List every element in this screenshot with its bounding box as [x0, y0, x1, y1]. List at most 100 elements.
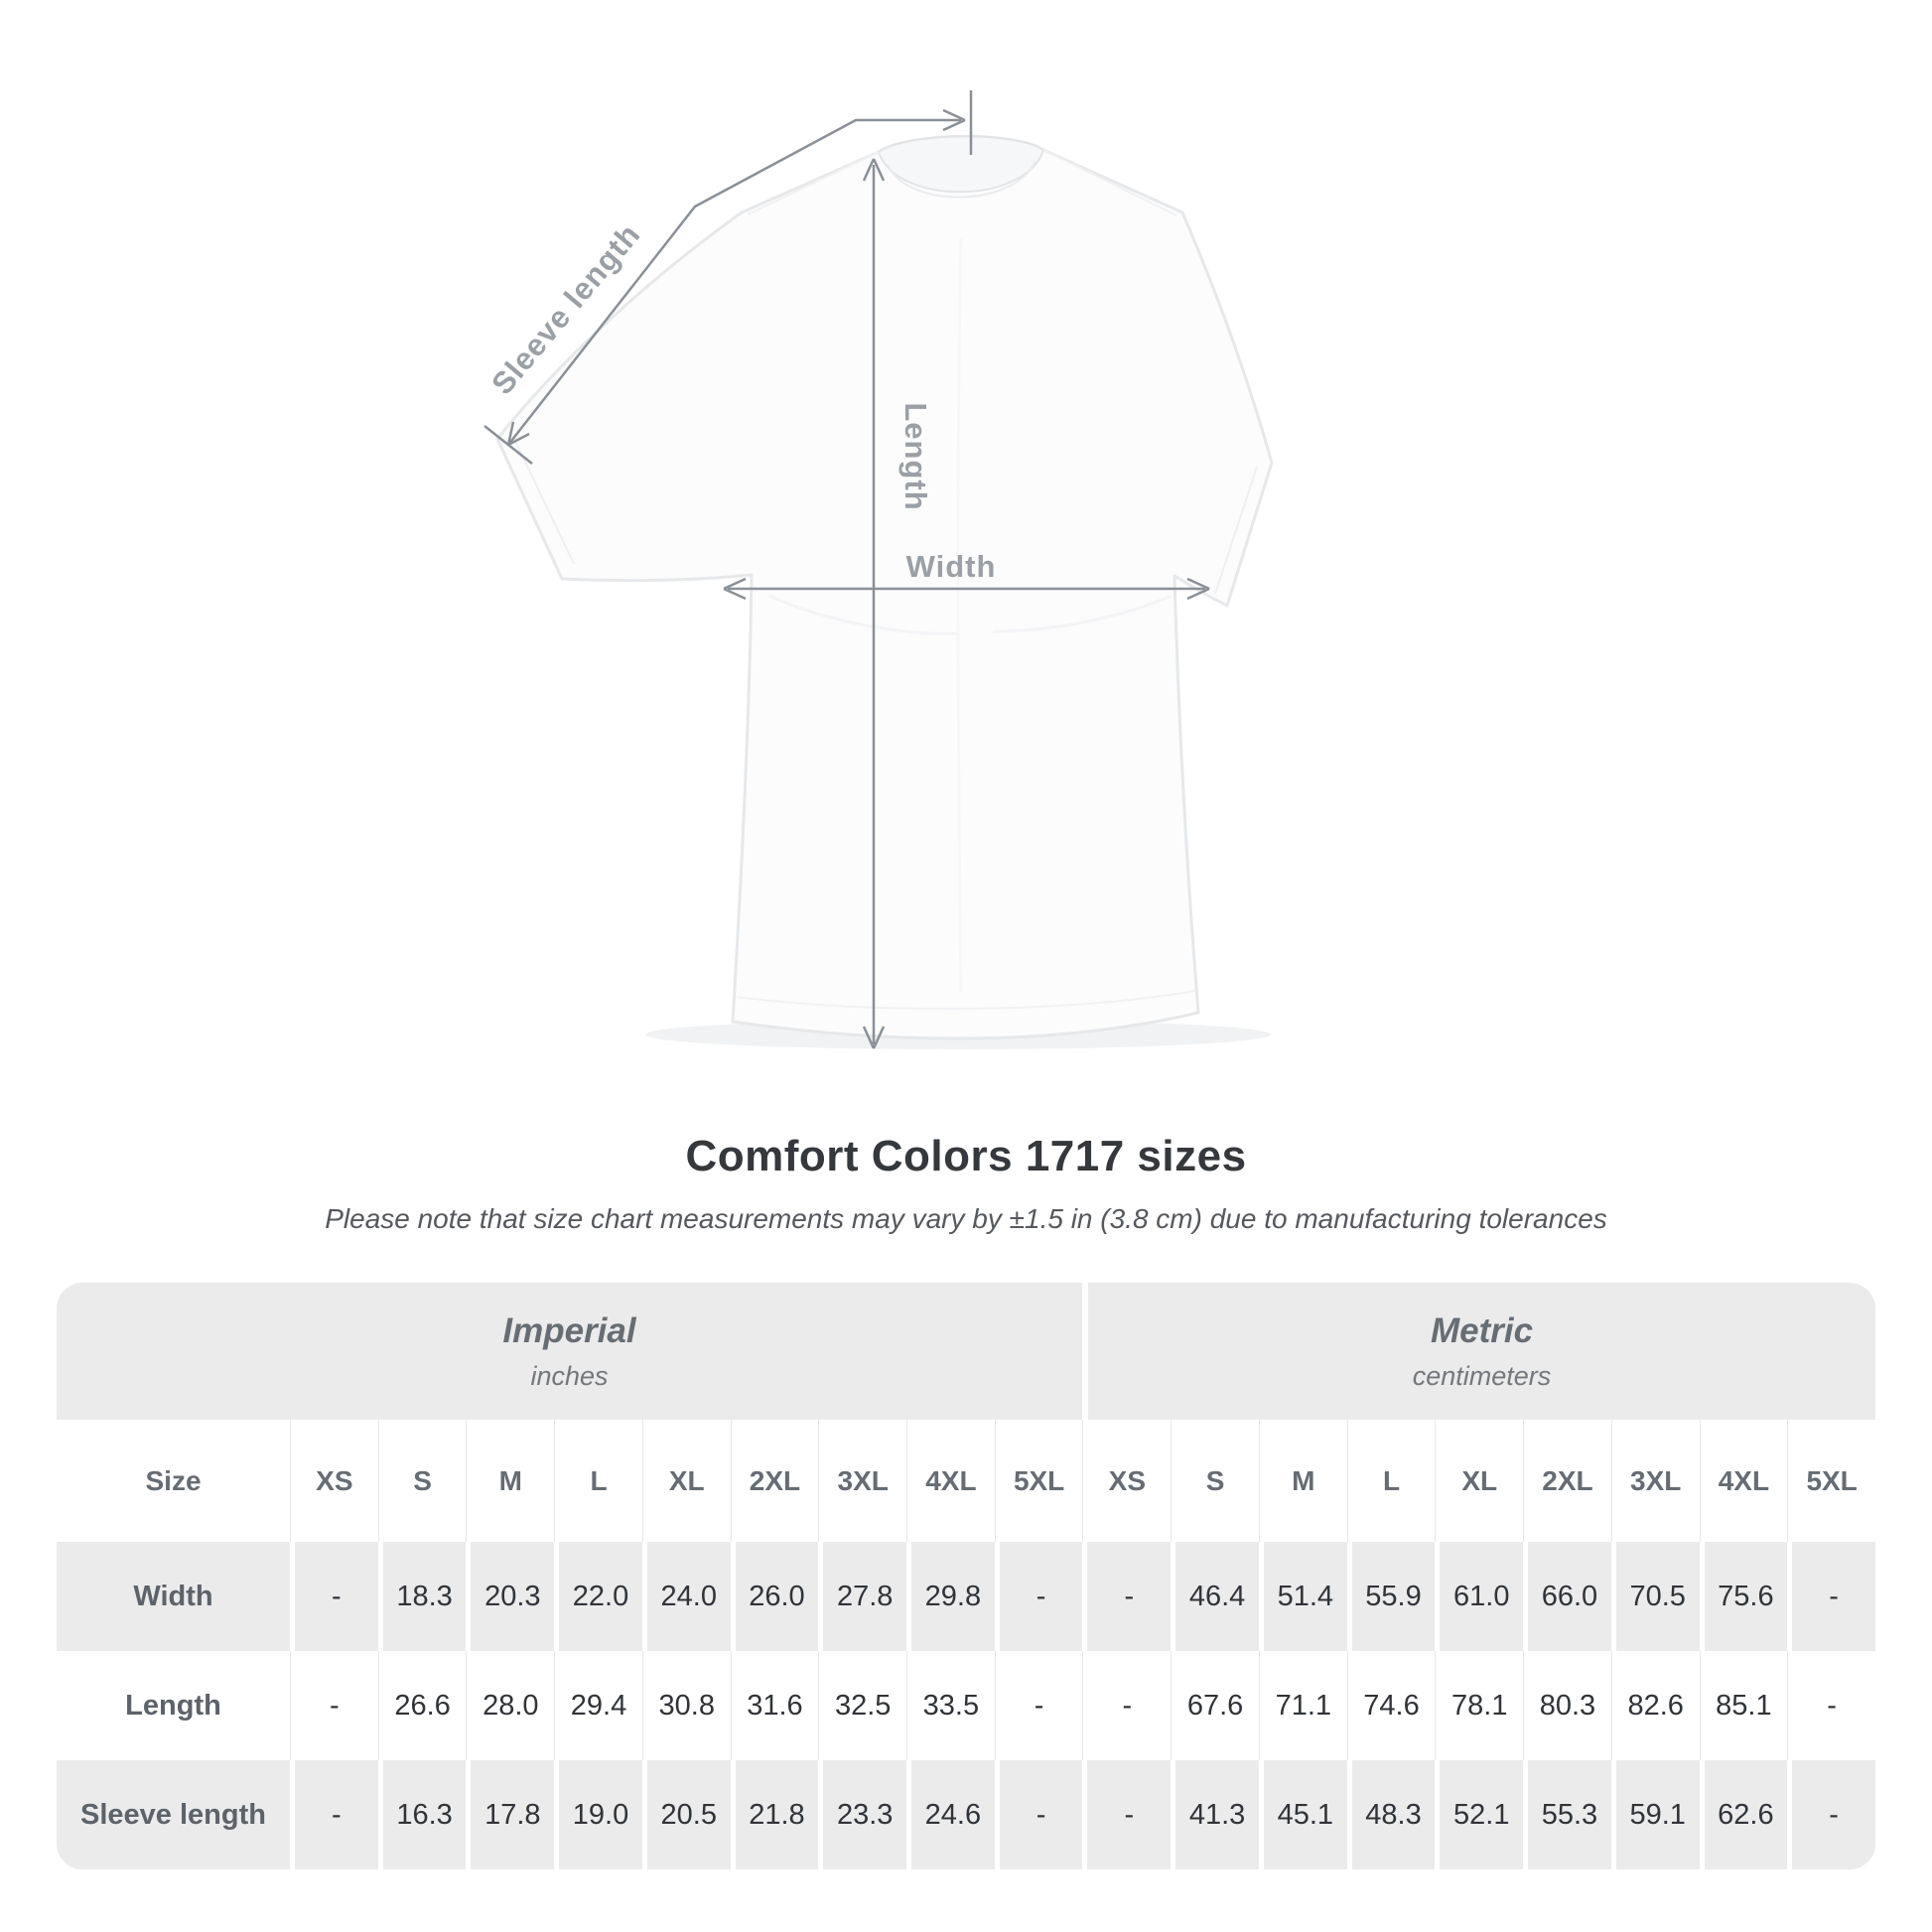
measurement-cell-metric: 59.1	[1610, 1760, 1700, 1869]
measurement-cell-metric: 48.3	[1346, 1760, 1436, 1869]
metric-header: Metric centimeters	[1088, 1283, 1875, 1420]
measurement-cell-imperial: 19.0	[554, 1760, 642, 1869]
size-header-imperial: 5XL	[994, 1420, 1083, 1542]
measurement-cell-metric: 70.5	[1610, 1542, 1700, 1651]
width-arrowhead-left	[723, 577, 747, 601]
measurement-cell-metric: -	[1082, 1651, 1171, 1760]
measurement-cell-imperial: -	[994, 1651, 1083, 1760]
measurement-cell-metric: 46.4	[1171, 1542, 1259, 1651]
size-header-imperial: S	[377, 1420, 467, 1542]
measurement-cell-metric: 67.6	[1171, 1651, 1259, 1760]
size-header-row: Size XS S M L XL 2XL 3XL 4XL 5XL XS S M L XL 2XL 3XL 4XL…	[57, 1420, 1875, 1542]
tolerance-note: Please note that size chart measurements…	[325, 1203, 1607, 1234]
length-arrowhead-top	[862, 158, 886, 182]
measurement-cell-metric: 66.0	[1523, 1542, 1611, 1651]
size-header-imperial: L	[554, 1420, 642, 1542]
sleeve-length-arrowhead-left	[506, 421, 530, 447]
measurement-cell-metric: -	[1787, 1760, 1875, 1869]
width-label: Width	[906, 549, 997, 584]
measurement-cell-imperial: 32.5	[818, 1651, 906, 1760]
measurement-cell-imperial: 26.6	[377, 1651, 467, 1760]
measurement-cell-metric: 82.6	[1610, 1651, 1700, 1760]
metric-unit: centimeters	[1412, 1360, 1552, 1391]
row-label-width: Width	[57, 1542, 290, 1651]
size-header-metric: M	[1258, 1420, 1347, 1542]
measurement-cell-metric: 41.3	[1171, 1760, 1259, 1869]
measurement-cell-imperial: -	[290, 1651, 378, 1760]
tshirt-measurement-diagram: Sleeve length Length Width	[483, 90, 1274, 1049]
measurement-cell-metric: 62.6	[1699, 1760, 1788, 1869]
measurement-cell-metric: 74.6	[1346, 1651, 1436, 1760]
measurement-cell-metric: 55.3	[1523, 1760, 1611, 1869]
tshirt-photo	[495, 134, 1274, 1040]
size-header-imperial: M	[466, 1420, 554, 1542]
measurement-cell-imperial: 29.4	[554, 1651, 642, 1760]
measurement-cell-imperial: 17.8	[466, 1760, 555, 1869]
measurement-cell-metric: 61.0	[1435, 1542, 1524, 1651]
size-header-metric: XL	[1435, 1420, 1523, 1542]
measurement-lines	[483, 90, 1210, 1049]
measurement-cell-metric: 80.3	[1523, 1651, 1611, 1760]
measurement-cell-imperial: 33.5	[906, 1651, 995, 1760]
measurement-cell-metric: 75.6	[1699, 1542, 1788, 1651]
size-header-metric: 5XL	[1787, 1420, 1875, 1542]
measurement-cell-imperial: 30.8	[641, 1651, 731, 1760]
length-label: Length	[898, 402, 933, 510]
size-table: Imperial inches Metric centimeters Size …	[57, 1283, 1875, 1869]
measurement-cell-imperial: 24.6	[906, 1760, 995, 1869]
measurement-cell-imperial: 31.6	[730, 1651, 819, 1760]
size-header-metric: 2XL	[1523, 1420, 1611, 1542]
row-label-length: Length	[125, 1689, 221, 1722]
imperial-title: Imperial	[502, 1311, 636, 1350]
metric-title: Metric	[1430, 1311, 1534, 1350]
measurement-cell-imperial: 21.8	[730, 1760, 819, 1869]
measurement-cell-metric: 51.4	[1258, 1542, 1347, 1651]
measurement-cell-metric: 55.9	[1346, 1542, 1436, 1651]
unit-header-band: Imperial inches Metric centimeters	[57, 1283, 1875, 1420]
measurement-cell-metric: 85.1	[1699, 1651, 1788, 1760]
measurement-cell-metric: -	[1787, 1651, 1875, 1760]
measurement-cell-imperial: 28.0	[466, 1651, 554, 1760]
table-row-width: Width -18.3 20.3 22.0 24.0 26.0 27.8 29.8- -46.…	[57, 1542, 1875, 1651]
measurement-cell-metric: -	[1787, 1542, 1875, 1651]
size-header-metric: 4XL	[1699, 1420, 1788, 1542]
sleeve-length-arrowhead-right	[942, 108, 966, 132]
imperial-unit: inches	[530, 1360, 609, 1391]
length-arrowhead-bottom	[862, 1026, 886, 1049]
measurement-cell-imperial: 16.3	[377, 1760, 467, 1869]
sleeve-length-tick-cuff	[483, 425, 533, 465]
measurement-cell-imperial: -	[290, 1542, 378, 1651]
measurement-cell-metric: 45.1	[1258, 1760, 1347, 1869]
size-header-imperial: XS	[290, 1420, 378, 1542]
size-column-header: Size	[145, 1464, 202, 1496]
measurement-cell-imperial: 20.5	[641, 1760, 731, 1869]
measurement-cell-imperial: 29.8	[906, 1542, 995, 1651]
size-header-imperial: XL	[641, 1420, 731, 1542]
table-row-length: Length -26.6 28.0 29.4 30.8 31.6 32.5 33.5- -67…	[57, 1651, 1875, 1760]
size-header-metric: 3XL	[1610, 1420, 1700, 1542]
size-header-imperial: 4XL	[906, 1420, 995, 1542]
size-header-metric: S	[1171, 1420, 1259, 1542]
sleeve-length-line	[507, 118, 961, 446]
measurement-cell-imperial: -	[994, 1760, 1083, 1869]
measurement-cell-metric: -	[1082, 1542, 1172, 1651]
size-header-metric: XS	[1082, 1420, 1171, 1542]
measurement-cell-imperial: 22.0	[554, 1542, 642, 1651]
imperial-header: Imperial inches	[57, 1283, 1082, 1420]
measurement-cell-metric: -	[1082, 1760, 1172, 1869]
measurement-cell-imperial: -	[994, 1542, 1083, 1651]
width-arrowhead-right	[1186, 577, 1210, 601]
row-label-sleeve-length: Sleeve length	[57, 1760, 290, 1869]
size-header-imperial: 3XL	[818, 1420, 906, 1542]
size-header-imperial: 2XL	[730, 1420, 819, 1542]
size-header-metric: L	[1346, 1420, 1436, 1542]
measurement-cell-imperial: 23.3	[818, 1760, 907, 1869]
measurement-cell-imperial: 27.8	[818, 1542, 907, 1651]
measurement-cell-imperial: -	[290, 1760, 378, 1869]
measurement-cell-imperial: 24.0	[641, 1542, 731, 1651]
measurement-cell-metric: 52.1	[1435, 1760, 1524, 1869]
table-row-sleeve-length: Sleeve length -16.3 17.8 19.0 20.5 21.8 23.3 2…	[57, 1760, 1875, 1869]
measurement-cell-imperial: 20.3	[466, 1542, 555, 1651]
size-chart-heading: Comfort Colors 1717 sizes Please note th…	[0, 1132, 1932, 1235]
measurement-cell-imperial: 26.0	[730, 1542, 819, 1651]
